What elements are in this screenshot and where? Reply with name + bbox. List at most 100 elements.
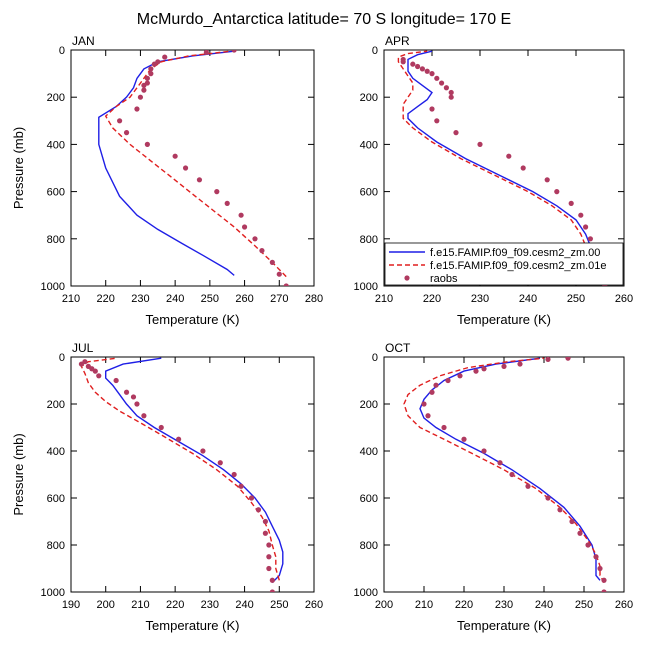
x-axis-title: Temperature (K) <box>146 312 240 327</box>
raobs-point <box>231 50 237 53</box>
data-layer <box>403 357 607 592</box>
raobs-point <box>424 68 430 74</box>
raobs-point <box>269 577 275 583</box>
series-line-01e <box>403 357 605 583</box>
x-tick-label: 250 <box>575 599 593 611</box>
x-tick-label: 220 <box>423 293 441 305</box>
raobs-point <box>544 177 550 183</box>
raobs-point <box>587 236 594 242</box>
raobs-point <box>123 389 130 395</box>
raobs-point <box>443 85 449 91</box>
legend-label: raobs <box>430 273 458 285</box>
y-tick-label: 800 <box>47 234 65 246</box>
y-tick-label: 600 <box>47 493 65 505</box>
raobs-point <box>231 471 237 478</box>
raobs-point <box>601 577 607 583</box>
y-tick-label: 600 <box>360 493 378 505</box>
raobs-point <box>501 363 507 369</box>
raobs-point <box>141 87 147 93</box>
x-tick-label: 230 <box>201 599 219 611</box>
x-tick-label: 240 <box>235 599 253 611</box>
series-line-00 <box>419 357 601 581</box>
raobs-point <box>554 189 560 195</box>
y-tick-label: 800 <box>47 540 65 552</box>
raobs-point <box>269 259 275 265</box>
y-tick-label: 0 <box>372 45 378 57</box>
y-tick-label: 400 <box>360 446 378 458</box>
raobs-point <box>434 118 440 124</box>
legend-marker-raobs <box>404 275 410 281</box>
legend: f.e15.FAMIP.f09_f09.cesm2_zm.00f.e15.FAM… <box>384 242 624 286</box>
raobs-point <box>577 530 583 536</box>
y-tick-label: 800 <box>360 234 378 246</box>
raobs-point <box>457 373 463 379</box>
raobs-point <box>144 141 150 147</box>
y-tick-label: 400 <box>360 139 378 151</box>
raobs-point <box>448 94 454 100</box>
raobs-point <box>461 436 467 442</box>
raobs-point <box>578 212 584 218</box>
x-tick-label: 210 <box>415 599 433 611</box>
raobs-point <box>176 436 182 442</box>
raobs-point <box>410 61 416 67</box>
raobs-point <box>601 589 607 592</box>
raobs-point <box>148 66 154 72</box>
x-tick-label: 200 <box>97 599 115 611</box>
series-line-01e <box>80 357 280 581</box>
raobs-point <box>568 200 574 206</box>
raobs-point <box>433 382 439 388</box>
raobs-point <box>203 50 209 55</box>
raobs-point <box>196 177 203 183</box>
plot-frame <box>70 356 315 593</box>
x-tick-label: 270 <box>270 293 288 305</box>
raobs-point <box>283 283 289 286</box>
raobs-point <box>155 59 161 65</box>
raobs-point <box>158 424 164 431</box>
raobs-point <box>144 80 150 86</box>
raobs-point <box>130 394 137 400</box>
raobs-point <box>439 80 445 86</box>
panel-jan: JAN 210 220 230 240 250 260 270 280 0 200 400 600 800… <box>11 34 323 327</box>
x-tick-label: 210 <box>375 293 393 305</box>
y-tick-label: 0 <box>59 352 65 364</box>
x-tick-label: 250 <box>567 293 585 305</box>
y-tick-label: 0 <box>59 45 65 57</box>
raobs-point <box>520 165 526 171</box>
raobs-point <box>445 377 451 384</box>
y-tick-label: 800 <box>360 540 378 552</box>
raobs-point <box>172 153 178 159</box>
raobs-point <box>259 248 265 254</box>
x-tick-label: 220 <box>455 599 473 611</box>
raobs-point <box>144 75 150 81</box>
x-tick-label: 240 <box>166 293 184 305</box>
raobs-point <box>481 366 487 372</box>
raobs-point <box>200 448 206 454</box>
x-tick-label: 280 <box>305 293 323 305</box>
raobs-point <box>517 361 523 367</box>
plot-frame <box>383 49 625 287</box>
raobs-point <box>134 401 140 407</box>
series-line-00 <box>407 50 606 278</box>
raobs-point <box>182 165 189 171</box>
legend-label: f.e15.FAMIP.f09_f09.cesm2_zm.00 <box>430 247 600 259</box>
raobs-point <box>545 495 551 501</box>
raobs-point <box>262 518 268 525</box>
x-tick-label: 260 <box>235 293 253 305</box>
raobs-point <box>85 363 91 369</box>
series-line-00 <box>105 357 284 584</box>
x-tick-label: 260 <box>615 293 633 305</box>
series-line-00 <box>98 50 235 276</box>
y-tick-label: 200 <box>47 399 65 411</box>
raobs-point <box>117 118 123 124</box>
chart-panels: JAN 210 220 230 240 250 260 270 280 0 200 400 600 800… <box>11 34 633 633</box>
raobs-point <box>473 368 479 374</box>
raobs-point <box>123 130 130 136</box>
raobs-point <box>162 54 168 60</box>
data-layer <box>78 357 284 592</box>
raobs-point <box>238 483 244 489</box>
legend-box <box>384 242 624 286</box>
x-tick-label: 230 <box>495 599 513 611</box>
x-tick-label: 190 <box>62 599 80 611</box>
raobs-point <box>134 106 140 112</box>
figure-title: McMurdo_Antarctica latitude= 70 S longit… <box>137 11 511 28</box>
